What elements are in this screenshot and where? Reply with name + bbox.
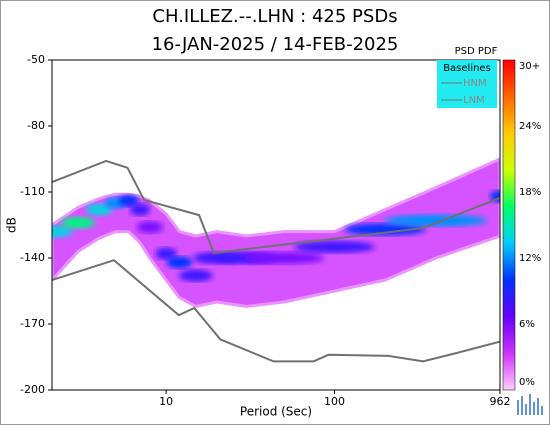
pdf-mode [344,223,426,236]
pdf-mode [61,216,95,229]
chart-title: CH.ILLEZ.--.LHN : 425 PSDs [152,6,397,27]
pdf-mode [86,203,113,216]
y-tick-label: -80 [27,119,45,132]
logo [517,394,543,415]
y-tick-label: -140 [20,251,45,264]
pdf-band [52,157,500,308]
colorbar-tick-label: 6% [519,319,535,330]
legend-title: Baselines [443,63,491,74]
pdf-mode [52,225,73,238]
colorbar-label: PSD PDF [455,46,498,57]
baseline-line [52,259,500,363]
y-tick-label: -170 [20,317,45,330]
pdf-mode [293,241,376,253]
x-axis-label: Period (Sec) [240,405,312,419]
y-tick-label: -110 [20,185,45,198]
pdf-mode [178,269,213,282]
colorbar-tick-label: 0% [519,377,535,388]
colorbar-tick-label: 24% [519,121,541,132]
legend-label: LNM [463,95,485,106]
legend: Baselines HNM LNM [437,60,497,108]
colorbar-tick-label: 12% [519,253,541,264]
pdf-mode [155,247,177,260]
plot-border [51,59,501,391]
pdf-mode [130,203,151,216]
baseline-line [52,159,500,255]
pdf-mode [384,214,488,227]
colorbar [502,59,516,391]
colorbar-tick-label: 18% [519,187,541,198]
pdf-mode [166,256,193,269]
plot-area [52,157,500,363]
pdf-mode [118,194,139,207]
y-axis-label: dB [5,217,19,233]
y-tick-label: -50 [27,53,45,66]
y-tick-label: -200 [20,383,45,396]
chart-subtitle: 16-JAN-2025 / 14-FEB-2025 [152,34,399,55]
legend-label: HNM [463,78,487,89]
pdf-mode [136,221,163,234]
x-tick-label: 10 [159,395,173,408]
pdf-mode [243,252,325,264]
x-tick-label: 100 [324,395,345,408]
colorbar-tick-label: 30+ [519,61,540,72]
x-tick-label: 962 [490,395,511,408]
